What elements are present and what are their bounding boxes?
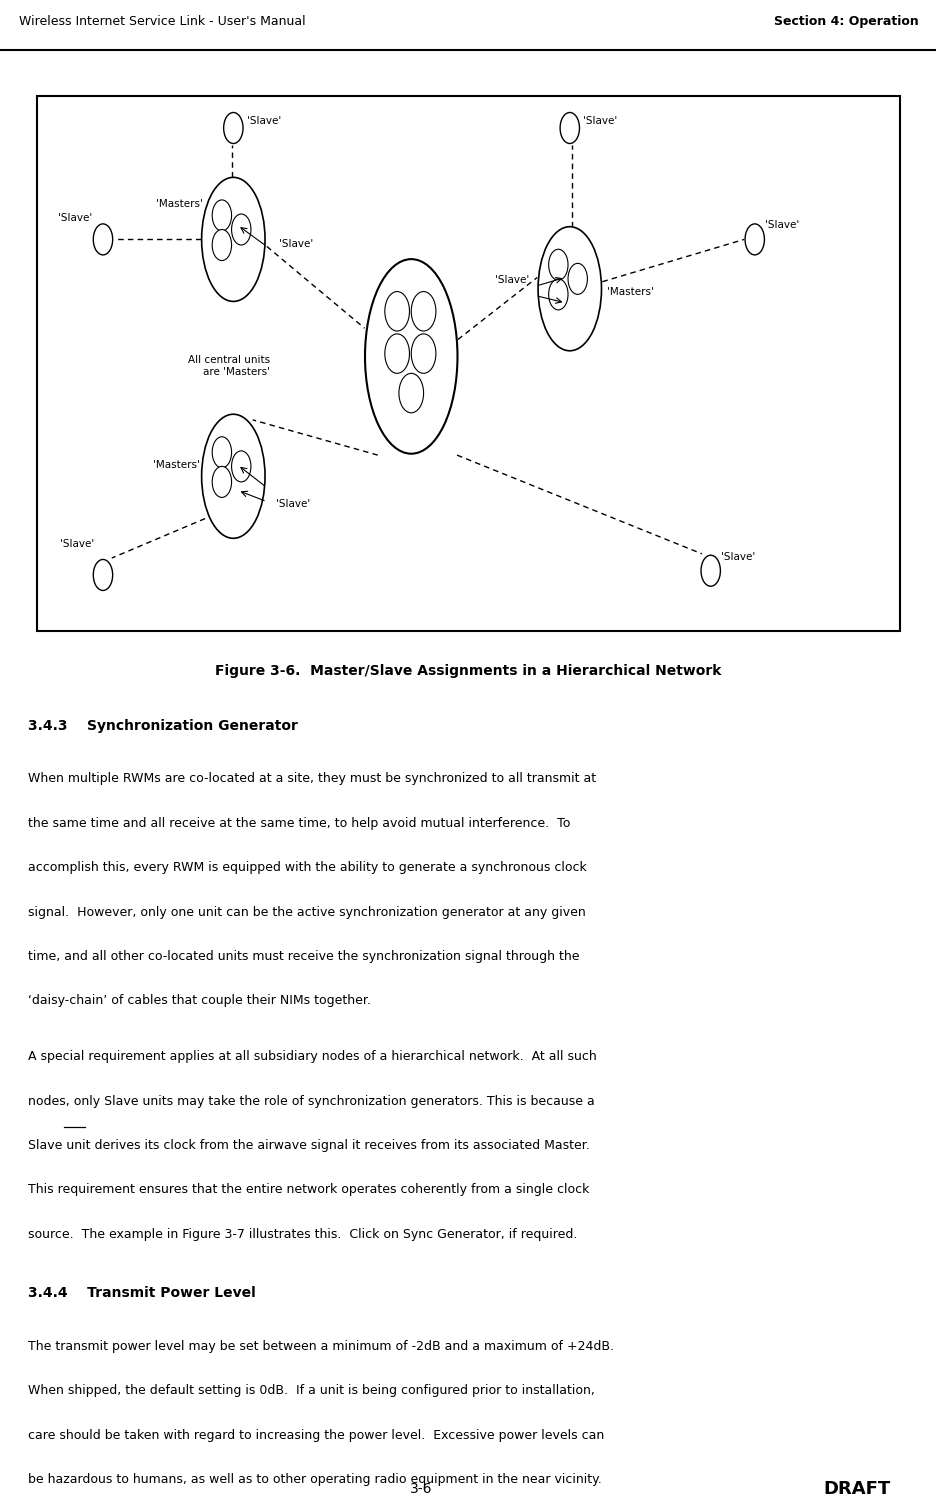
Text: 3-6: 3-6 (410, 1482, 432, 1496)
Text: 'Masters': 'Masters' (155, 199, 202, 210)
Text: nodes, only Slave units may take the role of synchronization generators. This is: nodes, only Slave units may take the rol… (28, 1095, 594, 1107)
Circle shape (399, 374, 423, 413)
Text: 3.4.4    Transmit Power Level: 3.4.4 Transmit Power Level (28, 1286, 256, 1300)
Circle shape (212, 437, 231, 467)
Text: When multiple RWMs are co-located at a site, they must be synchronized to all tr: When multiple RWMs are co-located at a s… (28, 772, 595, 786)
Text: This requirement ensures that the entire network operates coherently from a sing: This requirement ensures that the entire… (28, 1184, 589, 1196)
Circle shape (411, 333, 435, 374)
Text: 'Masters': 'Masters' (607, 287, 653, 297)
Circle shape (411, 291, 435, 332)
Circle shape (212, 201, 231, 231)
Text: When shipped, the default setting is 0dB.  If a unit is being configured prior t: When shipped, the default setting is 0dB… (28, 1384, 594, 1398)
Text: The transmit power level may be set between a minimum of -2dB and a maximum of +: The transmit power level may be set betw… (28, 1341, 613, 1353)
Text: time, and all other co-located units must receive the synchronization signal thr: time, and all other co-located units mus… (28, 950, 579, 964)
Text: All central units
are 'Masters': All central units are 'Masters' (188, 354, 271, 377)
Text: Wireless Internet Service Link - User's Manual: Wireless Internet Service Link - User's … (19, 15, 305, 27)
Circle shape (548, 249, 567, 280)
Text: 'Slave': 'Slave' (765, 220, 798, 231)
Circle shape (231, 451, 251, 483)
FancyBboxPatch shape (37, 95, 899, 632)
Text: 'Slave': 'Slave' (58, 213, 93, 223)
Text: 'Slave': 'Slave' (60, 538, 94, 549)
Text: 3.4.3    Synchronization Generator: 3.4.3 Synchronization Generator (28, 719, 298, 733)
Text: 'Slave': 'Slave' (279, 238, 313, 249)
Text: 'Slave': 'Slave' (721, 552, 754, 561)
Text: 'Slave': 'Slave' (582, 116, 617, 127)
Text: 'Slave': 'Slave' (275, 499, 310, 510)
Circle shape (385, 291, 409, 332)
Circle shape (212, 229, 231, 261)
Text: A special requirement applies at all subsidiary nodes of a hierarchical network.: A special requirement applies at all sub… (28, 1050, 596, 1063)
Circle shape (700, 555, 720, 587)
Circle shape (560, 113, 578, 143)
Text: signal.  However, only one unit can be the active synchronization generator at a: signal. However, only one unit can be th… (28, 906, 585, 918)
Text: 'Slave': 'Slave' (246, 116, 281, 127)
Circle shape (385, 333, 409, 374)
Text: Section 4: Operation: Section 4: Operation (773, 15, 917, 27)
Circle shape (744, 223, 764, 255)
Circle shape (224, 113, 242, 143)
Text: be hazardous to humans, as well as to other operating radio equipment in the nea: be hazardous to humans, as well as to ot… (28, 1473, 601, 1485)
Circle shape (94, 223, 112, 255)
Ellipse shape (365, 259, 457, 454)
Circle shape (212, 466, 231, 498)
Text: DRAFT: DRAFT (822, 1481, 889, 1497)
Ellipse shape (201, 415, 265, 538)
Ellipse shape (537, 226, 601, 351)
Text: Figure 3-6.  Master/Slave Assignments in a Hierarchical Network: Figure 3-6. Master/Slave Assignments in … (215, 664, 721, 677)
Circle shape (94, 559, 112, 591)
Text: the same time and all receive at the same time, to help avoid mutual interferenc: the same time and all receive at the sam… (28, 817, 570, 829)
Circle shape (567, 264, 587, 294)
Circle shape (231, 214, 251, 244)
Circle shape (548, 279, 567, 309)
Text: care should be taken with regard to increasing the power level.  Excessive power: care should be taken with regard to incr… (28, 1428, 604, 1442)
Text: 'Masters': 'Masters' (153, 460, 199, 470)
Text: source.  The example in Figure 3-7 illustrates this.  Click on Sync Generator, i: source. The example in Figure 3-7 illust… (28, 1228, 577, 1241)
Text: Slave unit derives its clock from the airwave signal it receives from its associ: Slave unit derives its clock from the ai… (28, 1139, 590, 1152)
Ellipse shape (201, 178, 265, 302)
Text: ‘daisy-chain’ of cables that couple their NIMs together.: ‘daisy-chain’ of cables that couple thei… (28, 994, 371, 1007)
Text: accomplish this, every RWM is equipped with the ability to generate a synchronou: accomplish this, every RWM is equipped w… (28, 861, 586, 875)
Text: 'Slave': 'Slave' (494, 276, 529, 285)
